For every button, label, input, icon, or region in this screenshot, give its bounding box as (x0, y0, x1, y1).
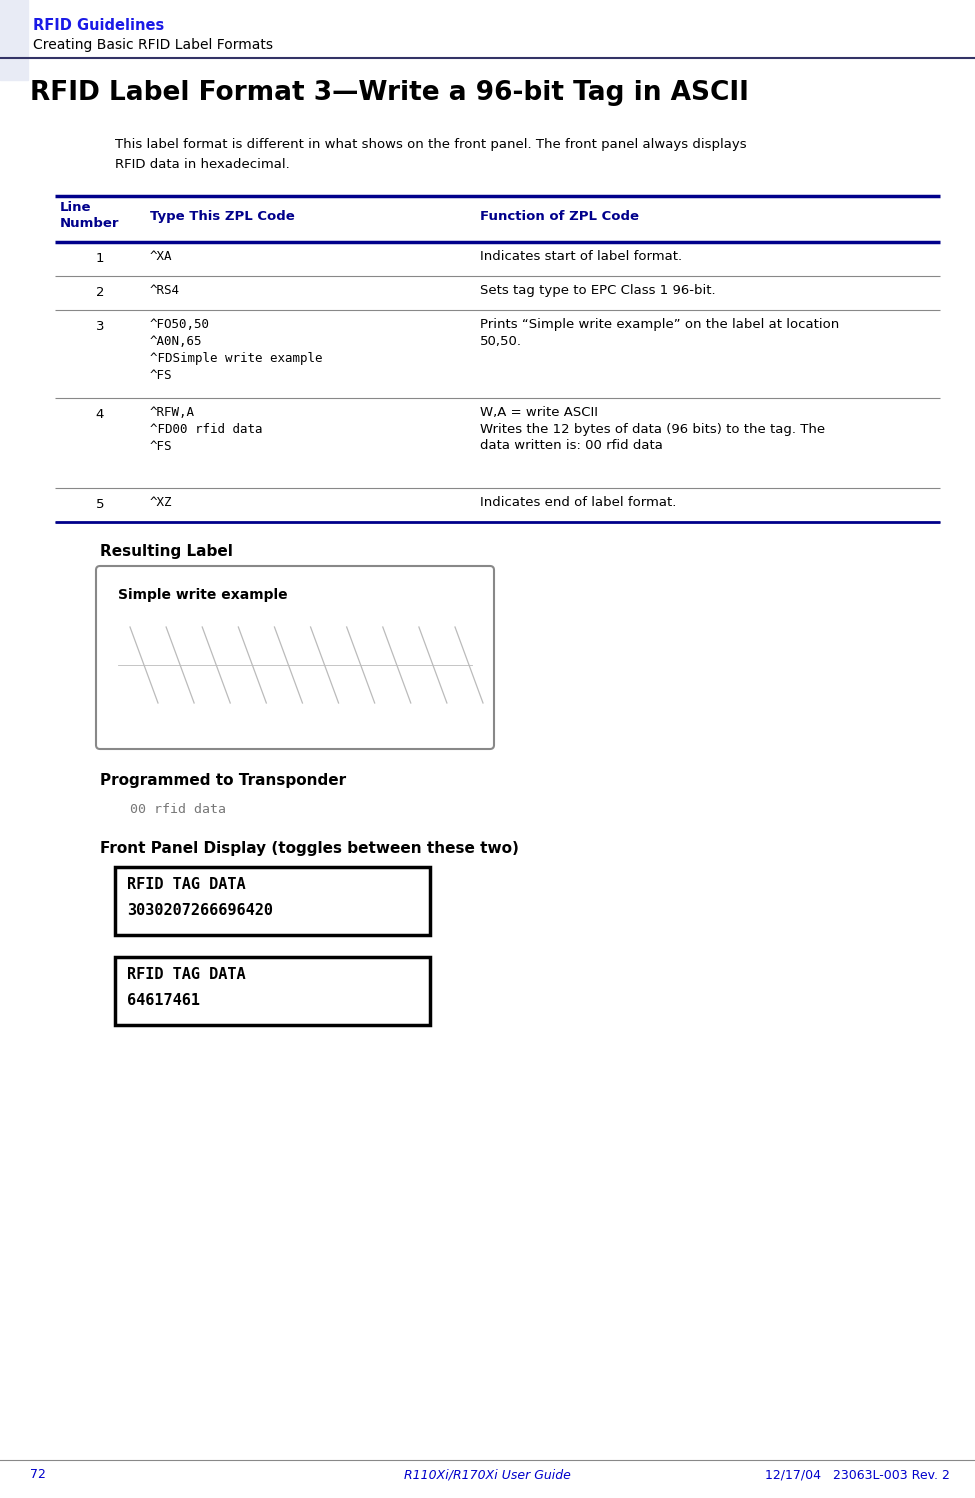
Bar (115, 867, 430, 935)
Text: ^XA: ^XA (150, 250, 173, 264)
Text: RFID data in hexadecimal.: RFID data in hexadecimal. (115, 157, 290, 171)
Text: Type This ZPL Code: Type This ZPL Code (150, 210, 294, 223)
Text: 64617461: 64617461 (127, 993, 200, 1008)
Text: Simple write example: Simple write example (118, 589, 288, 602)
Text: Front Panel Display (toggles between these two): Front Panel Display (toggles between the… (100, 840, 519, 855)
Text: 1: 1 (96, 252, 104, 265)
Bar (115, 957, 430, 1025)
Text: 72: 72 (30, 1468, 46, 1482)
Text: This label format is different in what shows on the front panel. The front panel: This label format is different in what s… (115, 138, 747, 151)
Text: 12/17/04   23063L-003 Rev. 2: 12/17/04 23063L-003 Rev. 2 (765, 1468, 950, 1482)
Text: RFID TAG DATA: RFID TAG DATA (127, 968, 246, 983)
Text: Programmed to Transponder: Programmed to Transponder (100, 773, 346, 788)
Text: Indicates end of label format.: Indicates end of label format. (480, 496, 677, 509)
Text: R110Xi/R170Xi User Guide: R110Xi/R170Xi User Guide (404, 1468, 570, 1482)
Text: 5: 5 (96, 497, 104, 511)
Text: ^FO50,50
^A0N,65
^FDSimple write example
^FS: ^FO50,50 ^A0N,65 ^FDSimple write example… (150, 318, 323, 382)
Text: 3030207266696420: 3030207266696420 (127, 903, 273, 918)
Text: Sets tag type to EPC Class 1 96-bit.: Sets tag type to EPC Class 1 96-bit. (480, 285, 716, 297)
Text: RFID TAG DATA: RFID TAG DATA (127, 876, 246, 891)
Text: Line
Number: Line Number (60, 201, 120, 231)
Text: ^RFW,A
^FD00 rfid data
^FS: ^RFW,A ^FD00 rfid data ^FS (150, 406, 262, 452)
Text: 3: 3 (96, 321, 104, 333)
Text: ^XZ: ^XZ (150, 496, 173, 509)
Text: Creating Basic RFID Label Formats: Creating Basic RFID Label Formats (33, 37, 273, 52)
Text: Resulting Label: Resulting Label (100, 544, 233, 559)
Bar (0, 0, 28, 79)
FancyBboxPatch shape (96, 566, 494, 749)
Text: Prints “Simple write example” on the label at location
50,50.: Prints “Simple write example” on the lab… (480, 318, 839, 348)
Text: Indicates start of label format.: Indicates start of label format. (480, 250, 682, 264)
Text: ^RS4: ^RS4 (150, 285, 180, 297)
Text: 00 rfid data: 00 rfid data (130, 803, 226, 816)
Text: 2: 2 (96, 286, 104, 300)
Text: RFID Label Format 3—Write a 96-bit Tag in ASCII: RFID Label Format 3—Write a 96-bit Tag i… (30, 79, 749, 106)
Text: 4: 4 (96, 407, 104, 421)
Text: RFID Guidelines: RFID Guidelines (33, 18, 164, 33)
Text: W,A = write ASCII
Writes the 12 bytes of data (96 bits) to the tag. The
data wri: W,A = write ASCII Writes the 12 bytes of… (480, 406, 825, 452)
Text: Function of ZPL Code: Function of ZPL Code (480, 210, 639, 223)
